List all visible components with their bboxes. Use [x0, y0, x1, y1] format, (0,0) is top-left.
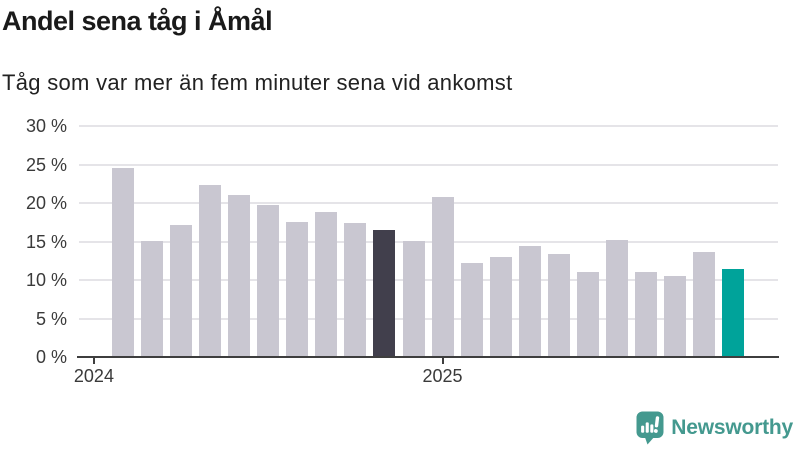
bar-chart-speech-bubble-icon: [636, 411, 664, 445]
bar: [402, 240, 425, 357]
x-axis-tick: [92, 358, 95, 364]
bar: [663, 276, 686, 357]
x-axis-tick: [441, 358, 444, 364]
bar: [112, 168, 134, 357]
y-axis-tick-label: 0 %: [35, 347, 67, 367]
bar: [576, 272, 599, 357]
gridline: [79, 317, 778, 320]
bar: [431, 196, 454, 357]
x-axis-line: [77, 356, 779, 358]
bar: [605, 239, 628, 357]
y-axis-tick-label: 25 %: [25, 154, 67, 175]
gridline: [79, 125, 778, 127]
bar: [170, 224, 193, 357]
y-axis-tick-label: 30 %: [25, 116, 67, 136]
x-axis-tick-label: 2024: [73, 366, 114, 386]
bar: [228, 194, 251, 357]
bar: [257, 204, 280, 357]
bar: [199, 185, 222, 357]
bar: [373, 229, 396, 357]
bar: [344, 223, 367, 357]
y-axis-tick-label: 10 %: [25, 270, 67, 290]
newsworthy-wordmark: Newsworthy: [671, 416, 793, 439]
bar: [547, 253, 570, 357]
bar: [693, 252, 715, 357]
gridline: [79, 279, 778, 281]
gridline: [79, 202, 778, 204]
bar: [141, 240, 164, 357]
chart-title: Andel sena tåg i Åmål: [2, 6, 273, 36]
bar: [634, 272, 657, 357]
newsworthy-logo[interactable]: Newsworthy: [636, 411, 793, 445]
x-axis-tick-label: 2025: [422, 366, 463, 386]
y-axis-tick-label: 20 %: [25, 193, 67, 213]
bar: [722, 269, 745, 357]
gridline: [79, 240, 778, 243]
bar: [489, 256, 512, 357]
bar: [460, 263, 483, 357]
y-axis-tick-label: 5 %: [35, 308, 67, 329]
bar: [315, 212, 338, 357]
y-axis-tick-label: 15 %: [25, 231, 67, 252]
bar: [518, 246, 541, 357]
bar: [286, 222, 309, 357]
gridline: [79, 163, 778, 166]
chart-subtitle: Tåg som var mer än fem minuter sena vid …: [2, 70, 513, 95]
